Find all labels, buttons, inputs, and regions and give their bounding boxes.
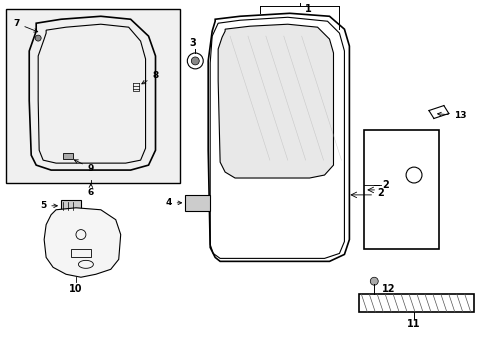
Text: 13: 13 <box>437 111 466 120</box>
Circle shape <box>369 277 377 285</box>
Text: 8: 8 <box>142 71 158 84</box>
Text: 1: 1 <box>304 4 311 14</box>
Text: 3: 3 <box>188 38 195 48</box>
PathPatch shape <box>364 130 438 249</box>
Circle shape <box>191 57 199 65</box>
Bar <box>71 249 91 257</box>
Bar <box>63 153 73 159</box>
Bar <box>185 195 210 211</box>
Circle shape <box>35 35 41 41</box>
Bar <box>6 9 180 183</box>
Text: 7: 7 <box>13 19 38 32</box>
PathPatch shape <box>208 13 349 261</box>
Bar <box>61 200 81 212</box>
Text: 12: 12 <box>382 284 395 294</box>
Bar <box>359 294 473 312</box>
Text: 4: 4 <box>165 198 181 207</box>
Text: 5: 5 <box>40 201 57 210</box>
Text: 9: 9 <box>74 160 94 172</box>
PathPatch shape <box>44 208 121 277</box>
Text: 2: 2 <box>382 180 388 190</box>
PathPatch shape <box>218 24 333 178</box>
Text: 2: 2 <box>376 188 383 198</box>
Text: 6: 6 <box>87 184 94 197</box>
Text: 10: 10 <box>69 284 82 294</box>
Text: 11: 11 <box>407 319 420 329</box>
